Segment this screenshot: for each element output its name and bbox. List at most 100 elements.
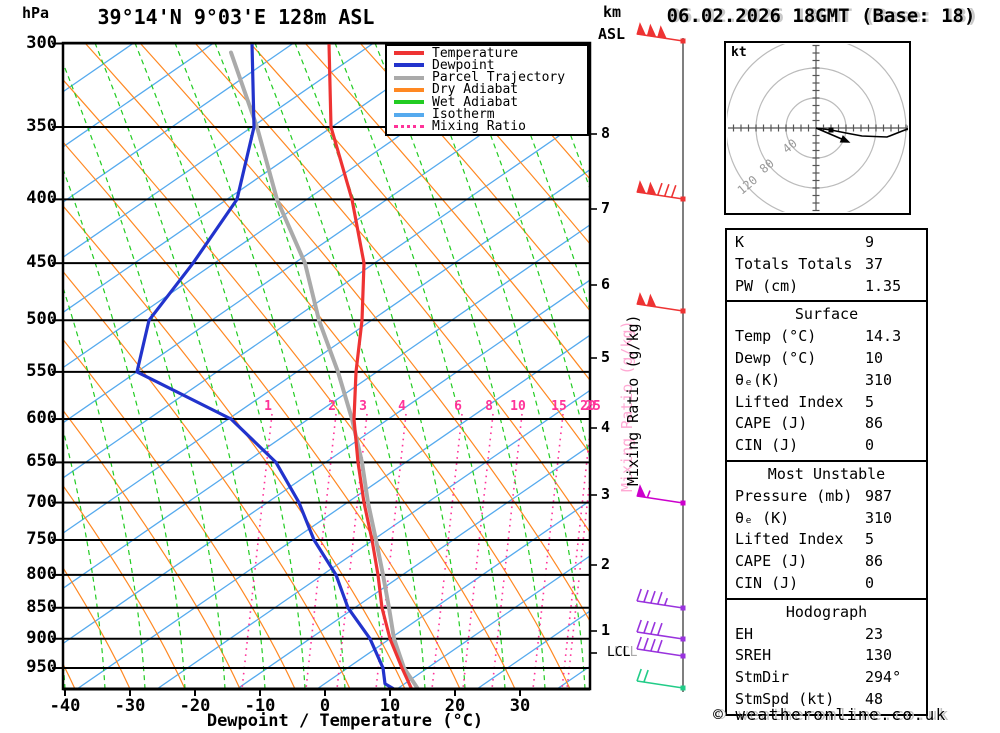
- pressure-tick-label: 750: [26, 528, 57, 549]
- table-row: θₑ (K) 310: [727, 508, 926, 530]
- altitude-unit-km-label: km: [603, 3, 622, 21]
- table-row-label: Dewp (°C): [735, 348, 817, 367]
- isotherm-line: [63, 58, 590, 424]
- mixing-ratio-line: [241, 413, 273, 689]
- dry-adiabat-line: [63, 78, 516, 689]
- table-row-label: Pressure (mb): [735, 486, 853, 505]
- isotherm-line: [63, 168, 590, 534]
- legend-swatch: [394, 63, 424, 68]
- mixing-ratio-line: [462, 413, 494, 689]
- table-row: StmSpd (kt) 48: [727, 689, 926, 711]
- wet-adiabat-line: [94, 43, 266, 689]
- table-row-label: θₑ (K): [735, 508, 790, 527]
- wind-barb: [636, 619, 686, 642]
- table-row-label: PW (cm): [735, 276, 799, 295]
- table-section: Most Unstable Pressure (mb) 987 θₑ (K) 310 Li…: [727, 459, 926, 598]
- table-row-label: Totals Totals: [735, 254, 853, 273]
- station-title: 39°14'N 9°03'E 128m ASL: [97, 5, 375, 29]
- table-row-label: CAPE (J): [735, 552, 808, 571]
- mixing-ratio-line: [336, 413, 368, 689]
- wet-adiabat-line: [174, 43, 346, 689]
- isotherm-line: [63, 224, 590, 590]
- hodograph: [724, 41, 911, 215]
- table-row-label: StmDir: [735, 668, 790, 687]
- legend-item: Isotherm: [387, 107, 587, 123]
- mixing-ratio-value-label: 8: [485, 399, 493, 414]
- trace-dewpoint: [135, 43, 398, 689]
- table-row: SREH 130: [727, 645, 926, 667]
- wet-adiabat-line: [334, 43, 506, 689]
- table-row-value: 14.3: [865, 327, 902, 346]
- wind-level-dot: [680, 685, 686, 691]
- mixing-ratio-value-label: 3: [359, 399, 367, 414]
- temperature-tick-label: 20: [444, 696, 466, 716]
- dry-adiabat-line: [359, 43, 590, 312]
- mixing-ratio-line: [375, 413, 407, 689]
- altitude-tick-label: 3: [601, 485, 611, 503]
- legend-swatch: [394, 87, 424, 92]
- table-row-label: EH: [735, 624, 754, 643]
- table-row-value: 37: [865, 254, 884, 273]
- pressure-tick-label: 400: [26, 188, 57, 209]
- lcl-marker-label: LCL: [607, 645, 631, 660]
- temperature-tick-label: -30: [114, 696, 146, 716]
- isotherm-line: [63, 43, 375, 259]
- wet-adiabat-line: [214, 43, 386, 689]
- legend-label: Wet Adiabat: [432, 94, 519, 110]
- table-row-value: 10: [865, 348, 884, 367]
- wind-level-dot: [680, 308, 686, 314]
- table-row: PW (cm) 1.35: [727, 276, 926, 298]
- legend-label: Dry Adiabat: [432, 82, 519, 98]
- table-section-title: Surface: [794, 305, 859, 324]
- table-row: CIN (J) 0: [727, 435, 926, 457]
- legend-label: Parcel Trajectory: [432, 70, 566, 86]
- table-row: Pressure (mb) 987: [727, 486, 926, 508]
- dry-adiabat-line: [304, 43, 590, 382]
- table-row: Temp (°C) 14.3: [727, 326, 926, 348]
- altitude-unit-asl-label: ASL: [598, 25, 626, 43]
- table-row-value: 5: [865, 392, 875, 411]
- table-row-value: 0: [865, 573, 875, 592]
- wet-adiabat-line: [63, 426, 106, 689]
- table-section-title: Most Unstable: [767, 464, 886, 483]
- legend-label: Isotherm: [432, 107, 495, 123]
- wind-barb: [636, 484, 686, 506]
- table-row: StmDir 294°: [727, 667, 926, 689]
- table-row: θₑ(K) 310: [727, 370, 926, 392]
- trace-temperature: [327, 43, 414, 689]
- legend-swatch: [394, 51, 424, 56]
- mixing-ratio-line: [561, 424, 590, 689]
- dry-adiabat-line: [249, 43, 590, 455]
- mixing-ratio-line: [664, 414, 694, 689]
- table-row-value: 1.35: [865, 276, 902, 295]
- table-row-label: Lifted Index: [735, 392, 844, 411]
- table-row-value: 23: [865, 624, 884, 643]
- wet-adiabat-line: [63, 61, 226, 689]
- hodograph-trace-dot: [907, 125, 908, 131]
- legend-swatch: [394, 112, 424, 117]
- wet-adiabat-line: [254, 43, 426, 689]
- dry-adiabat-line: [63, 566, 131, 689]
- altitude-tick-label: 5: [601, 348, 611, 366]
- hodograph-unit-label: kt: [731, 45, 747, 60]
- isotherm-line: [63, 113, 590, 479]
- isotherm-line: [63, 43, 295, 203]
- table-row-value: 0: [865, 436, 875, 455]
- mixing-ratio-value-label: 10: [510, 399, 526, 414]
- table-section: K 9 Totals Totals 37 PW (cm) 1.35: [727, 230, 926, 300]
- table-row-value: 86: [865, 552, 884, 571]
- temperature-tick-label: 30: [509, 696, 531, 716]
- wind-barb: [636, 180, 686, 202]
- legend-item: Dewpoint: [387, 58, 587, 73]
- wet-adiabat-line: [374, 43, 546, 689]
- dry-adiabat-line: [63, 484, 186, 689]
- mixing-ratio-value-label: 20: [580, 399, 596, 414]
- table-section: Hodograph EH 23 SREH 130 StmDir 294° StmSpd (kt…: [727, 597, 926, 714]
- table-section: Surface Temp (°C) 14.3 Dewp (°C) 10 θₑ(K) 310 L…: [727, 300, 926, 460]
- legend-item: Parcel Trajectory: [387, 70, 587, 86]
- table-row-label: CIN (J): [735, 436, 799, 455]
- wet-adiabat-line: [294, 43, 466, 689]
- mixing-ratio-line: [566, 470, 590, 689]
